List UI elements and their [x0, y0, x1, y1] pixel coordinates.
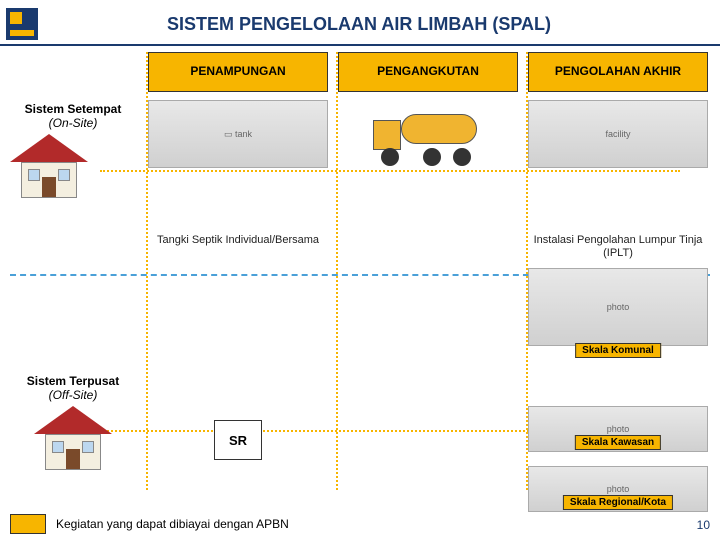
cell-iplt: facility: [528, 96, 708, 226]
label-regional: Skala Regional/Kota: [563, 495, 673, 510]
cell-komunal: photo Skala Komunal: [528, 264, 708, 364]
label-komunal: Skala Komunal: [575, 343, 661, 358]
page-title: SISTEM PENGELOLAAN AIR LIMBAH (SPAL): [50, 14, 708, 35]
legend-text: Kegiatan yang dapat dibiayai dengan APBN: [56, 517, 289, 531]
col-header-pengangkutan: PENGANGKUTAN: [338, 52, 518, 92]
cell-kawasan-regional: photo Skala Kawasan photo Skala Regional…: [528, 402, 708, 512]
cell-offsite-house: [8, 402, 138, 512]
footer-legend: Kegiatan yang dapat dibiayai dengan APBN: [10, 514, 289, 534]
col-header-penampungan: PENAMPUNGAN: [148, 52, 328, 92]
truck-icon: [373, 106, 483, 166]
col-header-pengolahan: PENGOLAHAN AKHIR: [528, 52, 708, 92]
cell-truck: [338, 96, 518, 226]
legend-swatch: [10, 514, 46, 534]
onsite-label: Sistem Setempat: [25, 102, 122, 116]
page-number: 10: [697, 518, 710, 532]
offsite-sub: (Off-Site): [10, 388, 136, 402]
diagram-grid: PENAMPUNGAN PENGANGKUTAN PENGOLAHAN AKHI…: [0, 46, 720, 512]
label-kawasan: Skala Kawasan: [575, 435, 661, 450]
cell-sr: SR: [148, 402, 328, 512]
septic-tank-image: ▭ tank: [148, 100, 328, 168]
house-icon: [10, 134, 88, 198]
ministry-logo-icon: [6, 8, 38, 40]
cell-tangki: ▭ tank: [148, 96, 328, 226]
onsite-sub: (On-Site): [10, 116, 136, 130]
sr-box: SR: [214, 420, 262, 460]
iplt-image: facility: [528, 100, 708, 168]
row-label-onsite: Sistem Setempat (On-Site): [8, 96, 138, 226]
caption-tangki: Tangki Septik Individual/Bersama: [148, 234, 328, 260]
house-icon: [34, 406, 112, 470]
offsite-label: Sistem Terpusat: [27, 374, 119, 388]
caption-iplt: Instalasi Pengolahan Lumpur Tinja (IPLT): [528, 234, 708, 260]
header: SISTEM PENGELOLAAN AIR LIMBAH (SPAL): [0, 0, 720, 46]
row-label-offsite: Sistem Terpusat (Off-Site): [8, 368, 138, 398]
komunal-image: photo: [528, 268, 708, 346]
